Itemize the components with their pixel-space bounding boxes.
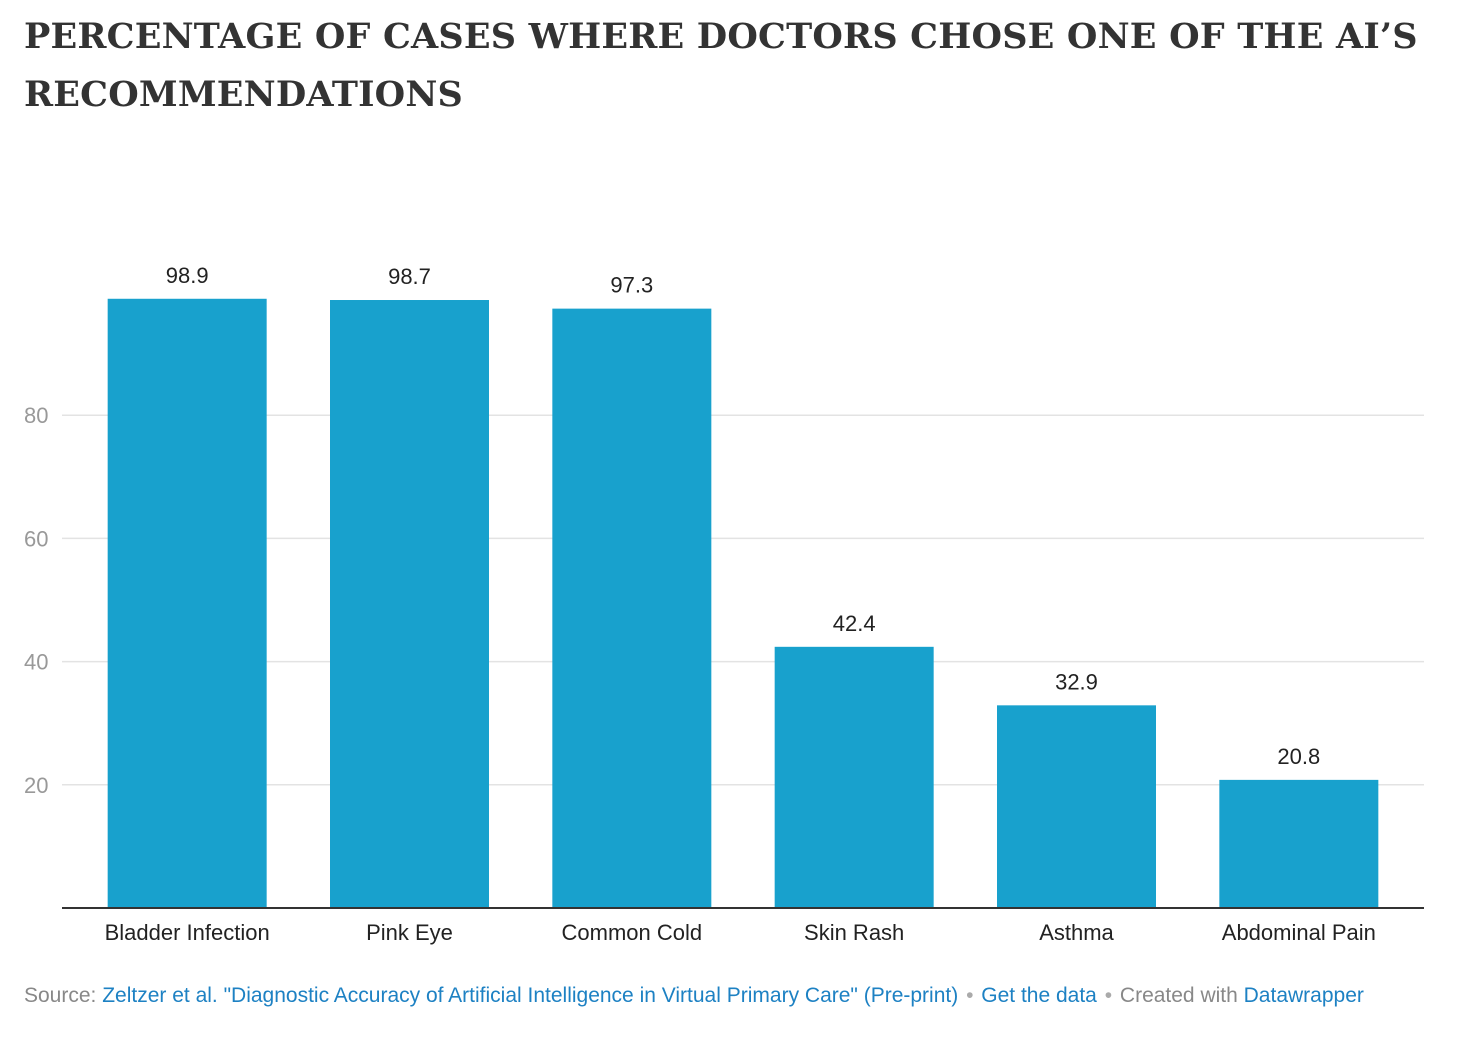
bar-value-label: 98.7 (388, 264, 431, 289)
bar (1219, 780, 1378, 908)
y-tick-label: 20 (24, 773, 48, 798)
y-tick-label: 60 (24, 526, 48, 551)
footer-separator: • (1103, 984, 1114, 1007)
x-tick-label: Asthma (1039, 920, 1114, 945)
bar-value-label: 42.4 (833, 611, 876, 636)
bar (775, 647, 934, 908)
bar-chart: 20 40 60 80 98.9 98.7 97.3 42.4 32.9 20.8 Bladde… (0, 0, 1460, 970)
y-tick-label: 40 (24, 650, 48, 675)
x-tick-label: Skin Rash (804, 920, 904, 945)
chart-footer: Source: Zeltzer et al. "Diagnostic Accur… (24, 984, 1444, 1008)
bars (108, 299, 1379, 908)
bar (552, 309, 711, 908)
y-tick-label: 80 (24, 403, 48, 428)
x-tick-label: Pink Eye (366, 920, 453, 945)
x-tick-label: Common Cold (562, 920, 703, 945)
datawrapper-link[interactable]: Datawrapper (1244, 984, 1364, 1007)
source-prefix: Source: (24, 984, 96, 1007)
x-axis-ticks: Bladder Infection Pink Eye Common Cold Skin… (105, 920, 1376, 945)
get-data-link[interactable]: Get the data (981, 984, 1097, 1007)
bar-value-label: 97.3 (610, 273, 653, 298)
created-with-text: Created with (1120, 984, 1238, 1007)
bar (108, 299, 267, 908)
bar-value-label: 20.8 (1277, 744, 1320, 769)
x-tick-label: Abdominal Pain (1222, 920, 1376, 945)
bar-value-label: 32.9 (1055, 669, 1098, 694)
bar-value-label: 98.9 (166, 263, 209, 288)
footer-separator: • (964, 984, 975, 1007)
y-axis-ticks: 20 40 60 80 (24, 403, 48, 798)
bar (997, 705, 1156, 908)
x-tick-label: Bladder Infection (105, 920, 270, 945)
bar (330, 300, 489, 908)
source-link[interactable]: Zeltzer et al. "Diagnostic Accuracy of A… (102, 984, 958, 1007)
